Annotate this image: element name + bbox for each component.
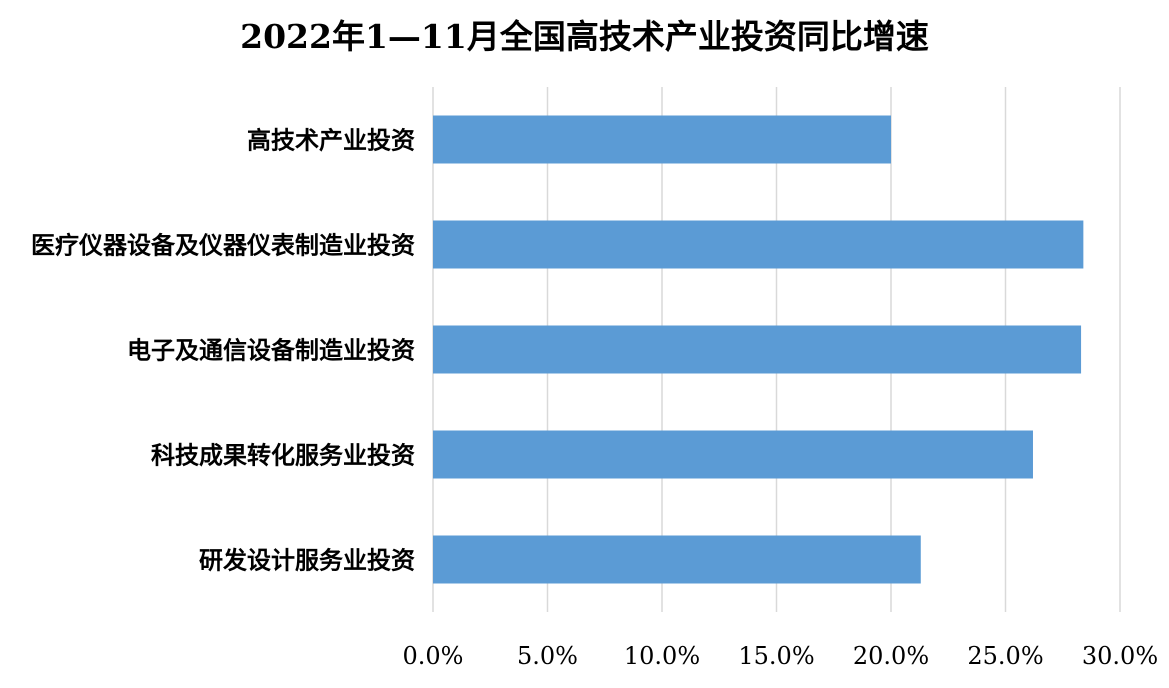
category-label: 科技成果转化服务业投资 — [151, 441, 415, 470]
category-label: 电子及通信设备制造业投资 — [127, 336, 415, 365]
bar — [433, 430, 1033, 479]
x-tick-label: 10.0% — [624, 642, 700, 670]
x-tick-label: 5.0% — [517, 642, 578, 670]
bar — [433, 325, 1082, 374]
category-label: 高技术产业投资 — [247, 126, 415, 155]
bar — [433, 115, 891, 164]
x-tick-labels: 0.0% 5.0% 10.0% 15.0% 20.0% 25.0% 30.0% — [403, 642, 1159, 670]
x-tick-label: 0.0% — [403, 642, 464, 670]
bar — [433, 220, 1084, 269]
x-tick-label: 25.0% — [967, 642, 1043, 670]
bar — [433, 535, 921, 584]
category-label: 医疗仪器设备及仪器仪表制造业投资 — [31, 231, 415, 260]
chart-title: 2022年1—11月全国高技术产业投资同比增速 — [240, 17, 929, 56]
category-label: 研发设计服务业投资 — [199, 546, 415, 575]
bars — [433, 115, 1084, 584]
x-tick-label: 15.0% — [738, 642, 814, 670]
category-labels: 高技术产业投资医疗仪器设备及仪器仪表制造业投资电子及通信设备制造业投资科技成果转… — [31, 126, 415, 575]
x-tick-label: 30.0% — [1082, 642, 1158, 670]
x-tick-label: 20.0% — [853, 642, 929, 670]
